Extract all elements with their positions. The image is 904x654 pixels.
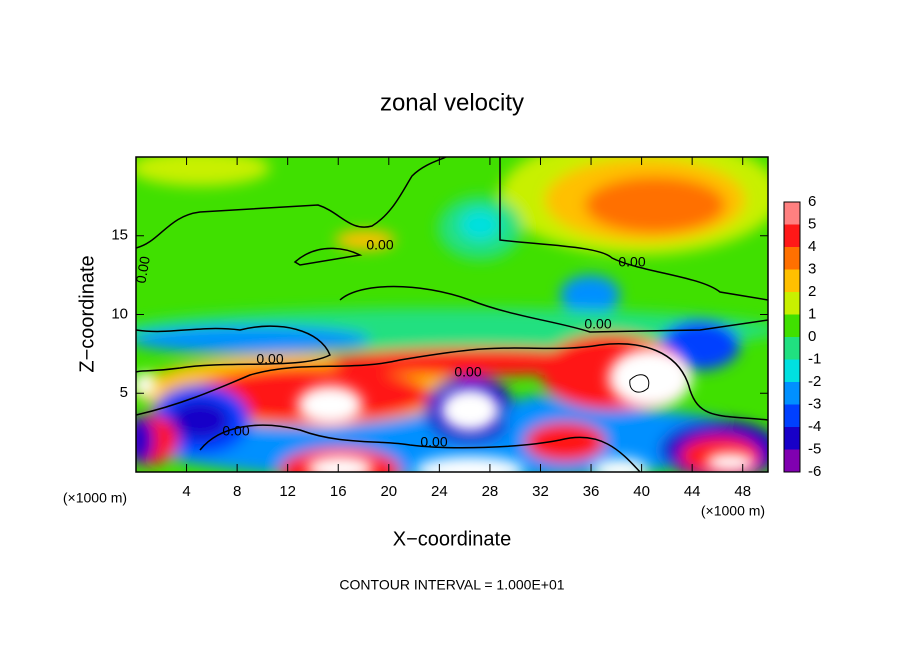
x-tick-label: 28 xyxy=(482,483,499,500)
colorbar-band xyxy=(784,449,800,472)
colorbar-band xyxy=(784,269,800,292)
colorbar-label: 5 xyxy=(808,215,816,232)
colorbar-band xyxy=(784,337,800,360)
contour-line xyxy=(136,325,331,373)
contour-label: 0.00 xyxy=(618,254,645,270)
field-blob xyxy=(560,275,620,315)
x-tick-label: 4 xyxy=(182,483,190,500)
contour-line xyxy=(293,247,363,266)
footer: CONTOUR INTERVAL = 1.000E+01 xyxy=(339,577,564,593)
x-tick-label: 32 xyxy=(532,483,549,500)
field-peak xyxy=(136,373,157,397)
y-unit-label: (×1000 m) xyxy=(63,490,127,506)
x-axis-title: X−coordinate xyxy=(393,528,511,550)
y-axis-title: Z−coordinate xyxy=(76,255,98,372)
x-tick-label: 12 xyxy=(279,483,296,500)
field-blob xyxy=(136,416,154,464)
colorbar-label: 1 xyxy=(808,305,816,322)
field-peak xyxy=(705,452,755,472)
field-blob xyxy=(460,210,500,240)
colorbar-band xyxy=(784,382,800,405)
colorbar-band xyxy=(784,404,800,427)
x-tick-label: 8 xyxy=(233,483,241,500)
colorbar-label: -4 xyxy=(808,418,821,435)
field-blob xyxy=(585,177,725,233)
colorbar-label: 4 xyxy=(808,238,816,255)
field-peak xyxy=(592,458,648,472)
x-tick-label: 36 xyxy=(583,483,600,500)
chart-title: zonal velocity xyxy=(380,89,524,116)
colorbar-band xyxy=(784,314,800,337)
colorbar-band xyxy=(784,292,800,315)
colorbar-band xyxy=(784,224,800,247)
field-blob xyxy=(136,326,370,354)
contour-label: 0.00 xyxy=(256,351,283,367)
x-tick-label: 44 xyxy=(684,483,701,500)
colorbar-label: -6 xyxy=(808,463,821,480)
contour-line xyxy=(339,285,768,333)
x-tick-label: 48 xyxy=(734,483,751,500)
contour-label: 0.00 xyxy=(366,237,393,253)
contour-label: 0.00 xyxy=(584,316,611,332)
contour-label: 0.00 xyxy=(454,364,481,380)
colorbar-label: -5 xyxy=(808,440,821,457)
y-tick-label: 15 xyxy=(111,227,128,244)
colorbar-label: -2 xyxy=(808,373,821,390)
field-peak xyxy=(306,455,374,472)
contour-label: 0.00 xyxy=(222,423,249,439)
field-blob xyxy=(525,422,605,462)
colorbar-frame xyxy=(783,201,801,473)
contour-label: 0.00 xyxy=(420,434,447,450)
colorbar-band xyxy=(784,427,800,450)
y-tick-label: 5 xyxy=(120,384,128,401)
field-blob xyxy=(335,230,395,250)
colorbar-label: -1 xyxy=(808,350,821,367)
field-peak xyxy=(415,456,525,472)
contour-label: 0.00 xyxy=(132,255,153,285)
contour-line xyxy=(199,424,641,472)
contour-line xyxy=(136,343,768,421)
colorbar-label: 3 xyxy=(808,260,816,277)
colorbar-label: 6 xyxy=(808,193,816,210)
field-blobs xyxy=(136,157,768,472)
field-peak xyxy=(297,385,363,425)
x-tick-label: 40 xyxy=(633,483,650,500)
field-blob xyxy=(170,400,230,440)
x-tick-label: 24 xyxy=(431,483,448,500)
contour-line xyxy=(136,157,447,249)
field-peak xyxy=(440,388,500,432)
x-tick-label: 20 xyxy=(380,483,397,500)
contour-line xyxy=(499,157,768,301)
contour-line xyxy=(629,374,650,393)
x-unit-label: (×1000 m) xyxy=(701,503,765,519)
x-tick-label: 16 xyxy=(330,483,347,500)
colorbar-label: -3 xyxy=(808,395,821,412)
y-tick-label: 10 xyxy=(111,305,128,322)
colorbar-band xyxy=(784,202,800,225)
colorbar-band xyxy=(784,359,800,382)
colorbar-label: 2 xyxy=(808,283,816,300)
colorbar-band xyxy=(784,247,800,270)
contour-lines xyxy=(136,157,768,472)
field-peak xyxy=(608,348,692,408)
colorbar-label: 0 xyxy=(808,328,816,345)
field xyxy=(136,157,768,472)
field-blob xyxy=(136,157,270,186)
